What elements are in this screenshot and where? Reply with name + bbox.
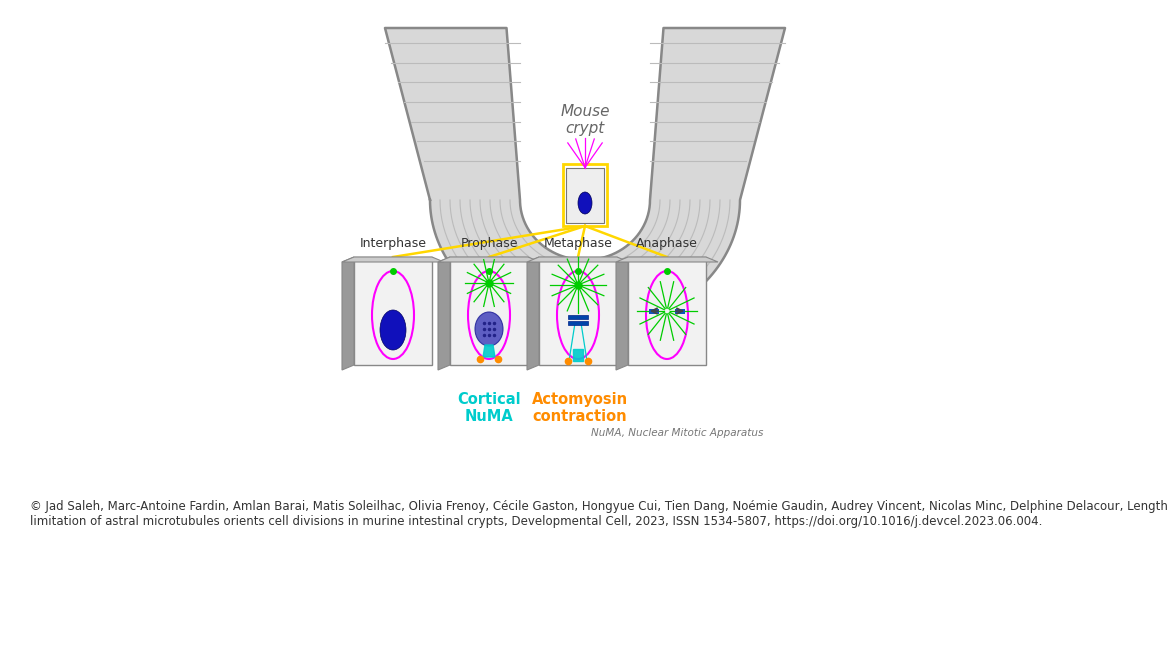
Bar bbox=[649, 309, 659, 314]
Polygon shape bbox=[615, 257, 628, 370]
Polygon shape bbox=[438, 257, 541, 262]
Bar bbox=[567, 321, 589, 325]
Text: Interphase: Interphase bbox=[359, 237, 427, 250]
Polygon shape bbox=[573, 349, 583, 361]
Polygon shape bbox=[526, 257, 539, 370]
Ellipse shape bbox=[578, 192, 592, 214]
Ellipse shape bbox=[380, 310, 406, 350]
Polygon shape bbox=[385, 28, 785, 330]
Text: Actomyosin
contraction: Actomyosin contraction bbox=[532, 392, 628, 424]
Bar bbox=[566, 167, 604, 223]
Text: Cortical
NuMA: Cortical NuMA bbox=[457, 392, 521, 424]
Text: Prophase: Prophase bbox=[460, 237, 518, 250]
Bar bbox=[450, 257, 528, 365]
Polygon shape bbox=[438, 257, 450, 370]
Text: Anaphase: Anaphase bbox=[636, 237, 698, 250]
Text: NuMA, Nuclear Mitotic Apparatus: NuMA, Nuclear Mitotic Apparatus bbox=[591, 428, 763, 438]
Polygon shape bbox=[342, 257, 443, 262]
Ellipse shape bbox=[475, 312, 503, 346]
Bar bbox=[567, 315, 589, 319]
Bar bbox=[355, 257, 432, 365]
Polygon shape bbox=[615, 257, 718, 262]
Text: Mouse
crypt: Mouse crypt bbox=[560, 104, 610, 136]
Bar bbox=[563, 164, 607, 226]
Bar bbox=[675, 309, 684, 314]
Polygon shape bbox=[342, 257, 355, 370]
Bar bbox=[539, 257, 617, 365]
Text: © Jad Saleh, Marc-Antoine Fardin, Amlan Barai, Matis Soleilhac, Olivia Frenoy, C: © Jad Saleh, Marc-Antoine Fardin, Amlan … bbox=[30, 500, 1168, 528]
Polygon shape bbox=[483, 345, 495, 357]
Bar bbox=[628, 257, 706, 365]
Polygon shape bbox=[526, 257, 629, 262]
Text: Metaphase: Metaphase bbox=[544, 237, 612, 250]
